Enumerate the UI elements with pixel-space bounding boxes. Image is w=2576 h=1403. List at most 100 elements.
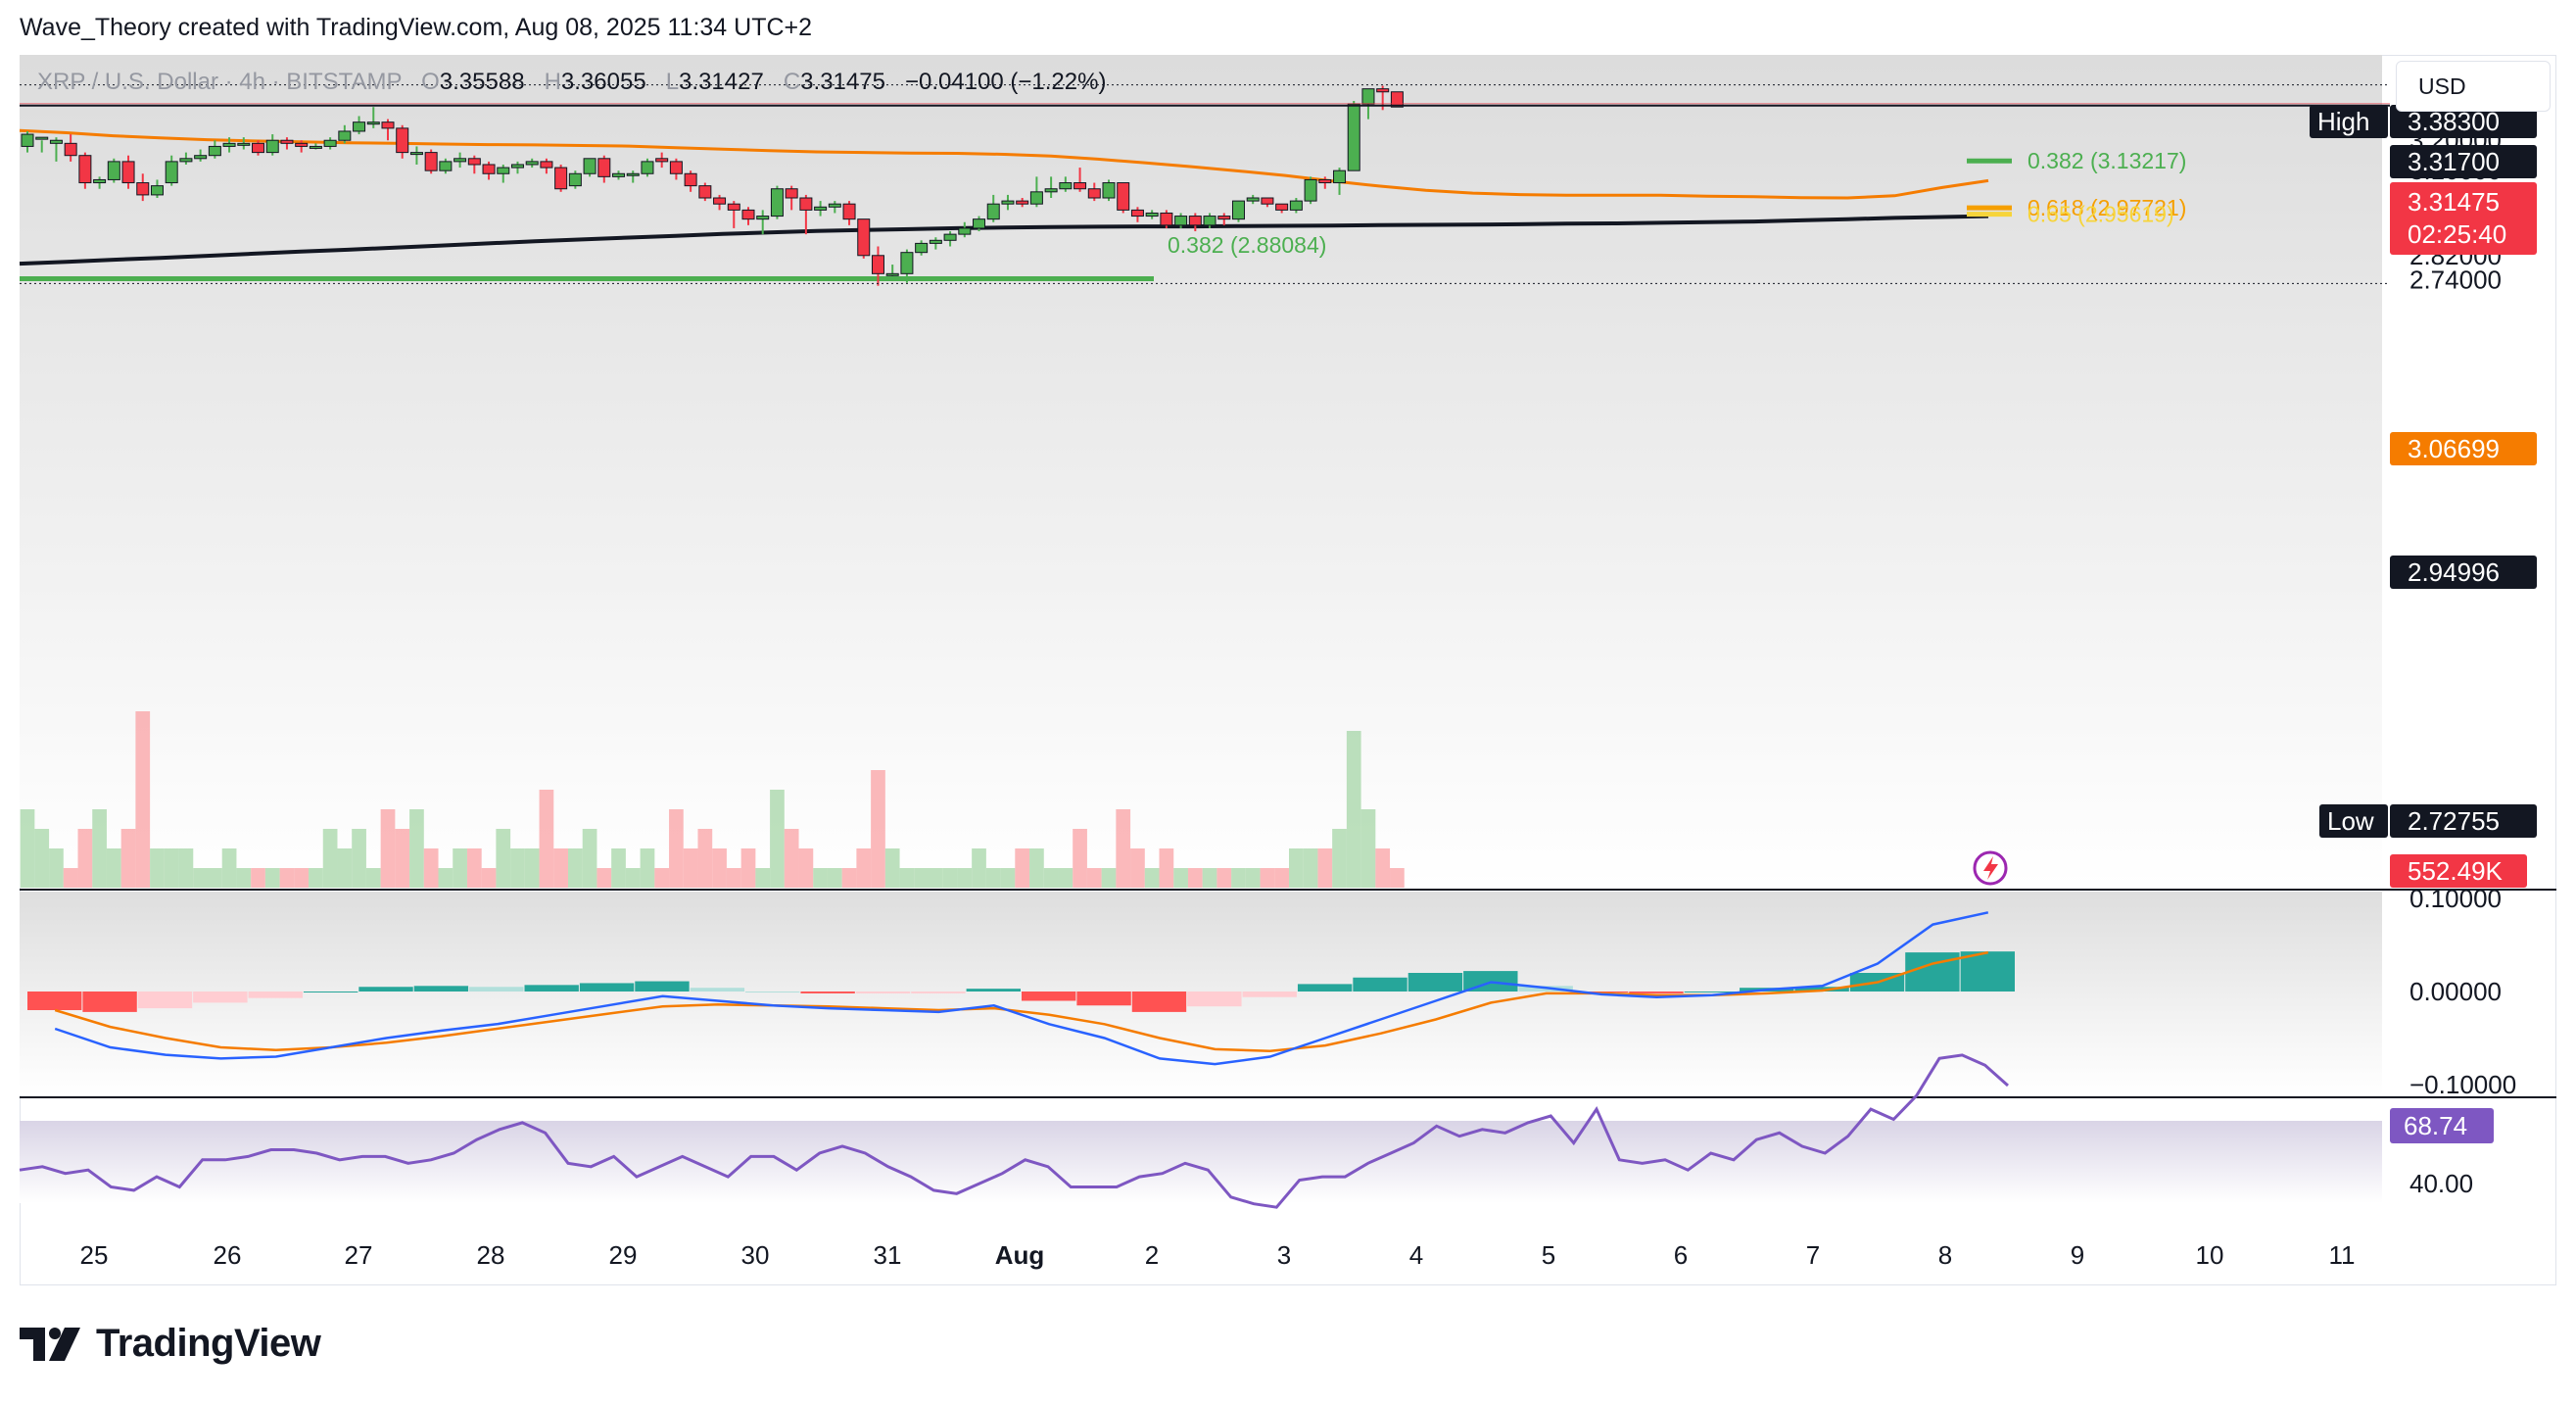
candle[interactable]	[338, 130, 352, 141]
candle[interactable]	[814, 206, 828, 211]
candle[interactable]	[741, 209, 755, 220]
candle[interactable]	[842, 203, 856, 220]
candle[interactable]	[900, 252, 914, 274]
legend-symbol[interactable]: XRP / U.S. Dollar · 4h · BITSTAMP	[37, 69, 403, 95]
candle[interactable]	[626, 172, 640, 176]
candle[interactable]	[165, 161, 178, 184]
candle[interactable]	[554, 167, 568, 190]
candle[interactable]	[280, 139, 294, 144]
candle[interactable]	[1029, 191, 1043, 205]
candle[interactable]	[323, 139, 337, 147]
candle[interactable]	[409, 152, 423, 156]
candle[interactable]	[1145, 212, 1159, 218]
candle[interactable]	[1217, 216, 1231, 220]
candle[interactable]	[727, 203, 740, 211]
candle[interactable]	[1361, 88, 1375, 105]
macd-line[interactable]	[54, 911, 1989, 1066]
candle[interactable]	[1261, 197, 1274, 205]
ma-50-line[interactable]	[19, 128, 1989, 200]
candle[interactable]	[713, 197, 727, 205]
candle[interactable]	[1160, 212, 1173, 226]
candle[interactable]	[252, 142, 265, 154]
candle[interactable]	[929, 239, 942, 244]
candle[interactable]	[1001, 200, 1015, 205]
candle[interactable]	[799, 197, 813, 211]
candle[interactable]	[915, 242, 929, 254]
candle[interactable]	[828, 203, 841, 208]
candle[interactable]	[568, 172, 582, 187]
candle[interactable]	[1087, 188, 1101, 199]
candle[interactable]	[237, 142, 251, 146]
candle[interactable]	[179, 158, 193, 163]
candle[interactable]	[467, 158, 481, 166]
candle[interactable]	[510, 164, 524, 169]
candle[interactable]	[1318, 178, 1332, 184]
candle[interactable]	[1203, 216, 1216, 226]
candle[interactable]	[1304, 178, 1317, 202]
candle[interactable]	[93, 178, 107, 184]
candle[interactable]	[439, 161, 453, 171]
candle[interactable]	[78, 155, 92, 184]
candle[interactable]	[150, 185, 164, 196]
candle[interactable]	[222, 142, 236, 147]
candle[interactable]	[1059, 182, 1073, 190]
candle[interactable]	[1130, 209, 1144, 218]
candle[interactable]	[540, 161, 553, 169]
candle[interactable]	[1289, 200, 1303, 211]
candle[interactable]	[265, 139, 279, 154]
candle[interactable]	[208, 145, 221, 157]
candle[interactable]	[366, 121, 380, 125]
candle[interactable]	[756, 216, 770, 220]
candle[interactable]	[612, 172, 626, 177]
candle[interactable]	[655, 158, 669, 163]
candle[interactable]	[871, 255, 884, 274]
candle[interactable]	[353, 121, 366, 132]
currency-selector[interactable]: USD	[2396, 61, 2551, 112]
rsi-pane[interactable]	[20, 1121, 2382, 1203]
candle[interactable]	[1102, 182, 1116, 199]
candle[interactable]	[1231, 200, 1245, 220]
candle[interactable]	[583, 158, 596, 174]
candle[interactable]	[684, 172, 697, 187]
tradingview-logo[interactable]: TradingView	[20, 1321, 321, 1366]
candle[interactable]	[943, 233, 957, 241]
candle[interactable]	[1376, 88, 1390, 93]
candle[interactable]	[64, 142, 77, 157]
candle[interactable]	[698, 185, 712, 199]
candle[interactable]	[49, 139, 63, 144]
candle[interactable]	[525, 161, 539, 166]
candle[interactable]	[396, 127, 409, 154]
candle[interactable]	[309, 145, 322, 149]
candle[interactable]	[1044, 188, 1058, 193]
candle[interactable]	[857, 218, 871, 257]
candle[interactable]	[1275, 203, 1289, 211]
candle[interactable]	[770, 188, 784, 218]
candle[interactable]	[482, 164, 496, 174]
candle[interactable]	[497, 167, 510, 174]
candle[interactable]	[1016, 200, 1029, 205]
candle[interactable]	[21, 133, 34, 147]
candle[interactable]	[986, 203, 1000, 220]
candle[interactable]	[1073, 182, 1087, 190]
candle[interactable]	[1347, 103, 1360, 171]
candle[interactable]	[885, 272, 899, 276]
candle[interactable]	[295, 142, 309, 147]
candle[interactable]	[958, 227, 972, 235]
candle[interactable]	[1246, 197, 1260, 202]
candle[interactable]	[453, 158, 467, 163]
candle[interactable]	[381, 121, 395, 129]
candle[interactable]	[973, 218, 986, 229]
candle[interactable]	[1117, 182, 1130, 211]
candle[interactable]	[669, 161, 683, 174]
macd-signal-line[interactable]	[54, 950, 1989, 1053]
candle[interactable]	[1333, 169, 1347, 184]
candle[interactable]	[1188, 216, 1202, 226]
price-pane[interactable]	[20, 55, 2382, 888]
candle[interactable]	[641, 161, 654, 174]
ma-200-line[interactable]	[19, 214, 1989, 266]
candle[interactable]	[424, 152, 438, 171]
candle[interactable]	[35, 136, 49, 140]
candle[interactable]	[136, 182, 150, 196]
candle[interactable]	[785, 188, 798, 199]
